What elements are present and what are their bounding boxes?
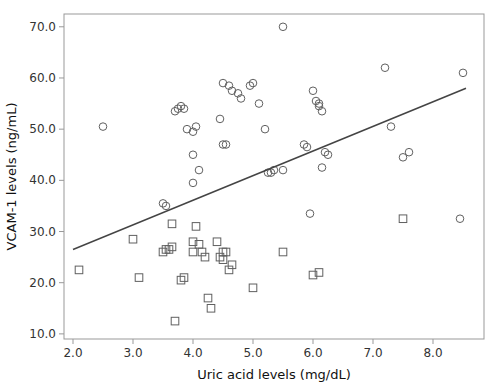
square-point	[189, 248, 197, 256]
plot-frame	[64, 14, 484, 339]
y-tick-label: 30.0	[29, 225, 56, 239]
x-tick	[133, 339, 134, 344]
circle-point	[255, 100, 263, 108]
x-tick	[73, 339, 74, 344]
circle-point	[459, 69, 467, 77]
square-point	[201, 253, 209, 261]
square-point	[168, 220, 176, 228]
square-point	[198, 248, 206, 256]
y-tick-label: 60.0	[29, 71, 56, 85]
circle-point	[189, 179, 197, 187]
y-tick	[59, 333, 64, 334]
y-tick-label: 10.0	[29, 327, 56, 341]
circle-point	[237, 95, 245, 103]
square-point	[129, 235, 137, 243]
y-tick	[59, 26, 64, 27]
circle-point	[192, 123, 200, 131]
square-point	[315, 269, 323, 277]
chart: 2.0 3.0 4.0 5.0 6.0 7.0 8.0 10.0 20.0 30.0 40.0 50.…	[0, 0, 500, 391]
circle-point	[222, 141, 230, 149]
square-point	[279, 248, 287, 256]
circle-point	[249, 79, 257, 87]
circle-point	[387, 123, 395, 131]
y-tick-label: 50.0	[29, 122, 56, 136]
regression-line	[73, 88, 466, 249]
circle-point	[303, 143, 311, 151]
square-point	[219, 248, 227, 256]
x-tick-label: 8.0	[423, 346, 442, 360]
y-tick	[59, 180, 64, 181]
square-point	[207, 304, 215, 312]
circle-point	[261, 125, 269, 133]
square-point	[228, 261, 236, 269]
circle-point	[195, 166, 203, 174]
x-tick	[253, 339, 254, 344]
square-point	[177, 276, 185, 284]
y-tick	[59, 77, 64, 78]
square-point	[249, 284, 257, 292]
circle-point	[162, 202, 170, 210]
square-point	[171, 317, 179, 325]
x-tick	[313, 339, 314, 344]
circle-point	[318, 164, 326, 172]
circle-point	[189, 151, 197, 159]
circle-point	[216, 115, 224, 123]
x-axis-label: Uric acid levels (mg/dL)	[197, 367, 351, 382]
x-tick-label: 3.0	[123, 346, 142, 360]
circle-point	[405, 148, 413, 156]
y-tick-label: 40.0	[29, 173, 56, 187]
square-point	[399, 215, 407, 223]
circle-point	[324, 151, 332, 159]
x-tick	[193, 339, 194, 344]
square-point	[222, 248, 230, 256]
square-point	[225, 266, 233, 274]
square-point	[165, 246, 173, 254]
x-tick-label: 2.0	[63, 346, 82, 360]
circle-point	[279, 166, 287, 174]
circle-point	[309, 87, 317, 95]
circle-point	[279, 23, 287, 31]
x-tick-label: 5.0	[243, 346, 262, 360]
square-point	[168, 243, 176, 251]
square-point	[180, 274, 188, 282]
square-point	[192, 223, 200, 231]
y-axis-label: VCAM-1 levels (ng/mL)	[4, 103, 19, 251]
circle-point	[306, 210, 314, 218]
circle-point	[99, 123, 107, 131]
y-tick	[59, 282, 64, 283]
y-tick	[59, 231, 64, 232]
x-tick	[433, 339, 434, 344]
square-point	[195, 241, 203, 249]
square-point	[219, 256, 227, 264]
circle-point	[180, 105, 188, 113]
x-tick-label: 7.0	[363, 346, 382, 360]
x-tick-label: 4.0	[183, 346, 202, 360]
x-tick	[373, 339, 374, 344]
circle-point	[381, 64, 389, 72]
plot-area	[73, 23, 467, 325]
square-point	[213, 238, 221, 246]
square-point	[204, 294, 212, 302]
y-tick-label: 70.0	[29, 20, 56, 34]
y-tick-label: 20.0	[29, 276, 56, 290]
y-tick	[59, 129, 64, 130]
circle-point	[318, 107, 326, 115]
square-point	[135, 274, 143, 282]
square-point	[75, 266, 83, 274]
circle-point	[456, 215, 464, 223]
x-tick-label: 6.0	[303, 346, 322, 360]
